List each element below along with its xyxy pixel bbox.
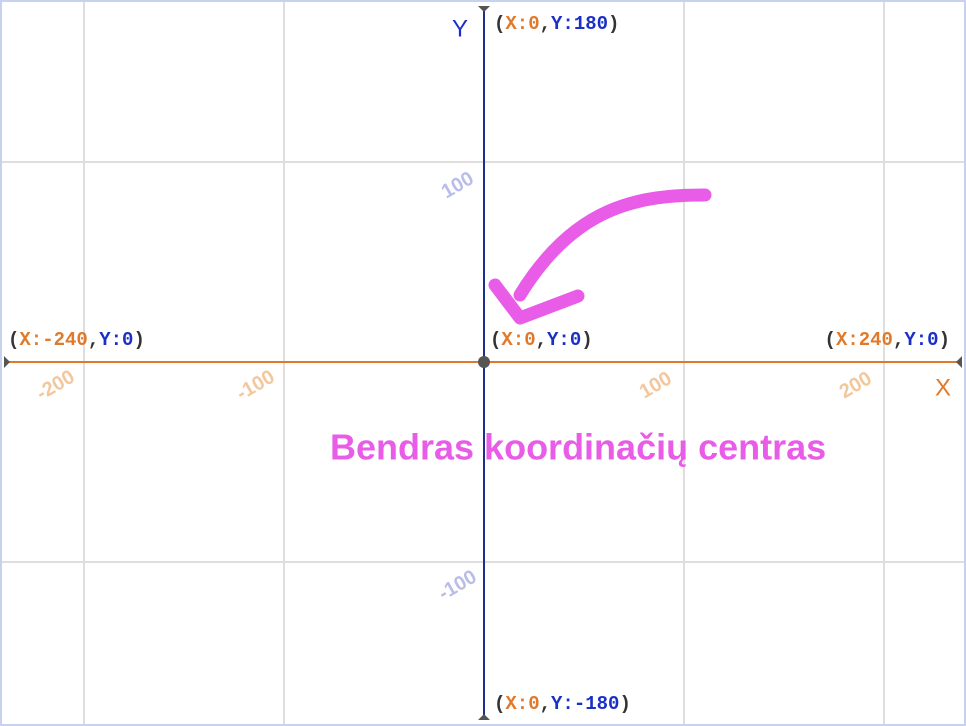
coordinate-part: ( bbox=[825, 329, 836, 351]
coordinate-part: , bbox=[540, 693, 551, 715]
coordinate-part: ( bbox=[494, 13, 505, 35]
coordinate-part: ( bbox=[490, 329, 501, 351]
coordinate-label: (X:0,Y:180) bbox=[494, 13, 619, 35]
coordinate-part: ) bbox=[619, 693, 630, 715]
coordinate-part: , bbox=[88, 329, 99, 351]
coordinate-part: , bbox=[540, 13, 551, 35]
coordinate-label: (X:240,Y:0) bbox=[825, 329, 950, 351]
y-axis-label: Y bbox=[452, 15, 468, 42]
coordinate-part: ) bbox=[581, 329, 592, 351]
annotation: Bendras koordinačių centras bbox=[330, 427, 826, 468]
coordinate-part: Y:0 bbox=[99, 329, 133, 351]
coordinate-part: ( bbox=[8, 329, 19, 351]
origin-dot bbox=[478, 356, 490, 368]
coordinate-part: Y:0 bbox=[904, 329, 938, 351]
coordinate-part: ( bbox=[494, 693, 505, 715]
coordinate-part: X:0 bbox=[501, 329, 535, 351]
coordinate-label: (X:0,Y:-180) bbox=[494, 693, 631, 715]
coordinate-part: ) bbox=[133, 329, 144, 351]
coordinate-part: Y:-180 bbox=[551, 693, 619, 715]
coordinate-label: (X:0,Y:0) bbox=[490, 329, 593, 351]
arrow-shaft bbox=[513, 188, 712, 302]
coordinate-part: Y:0 bbox=[547, 329, 581, 351]
x-axis-label: X bbox=[935, 374, 951, 401]
coordinate-part: Y:180 bbox=[551, 13, 608, 35]
coordinate-part: ) bbox=[939, 329, 950, 351]
coordinate-part: ) bbox=[608, 13, 619, 35]
coordinate-label: (X:-240,Y:0) bbox=[8, 329, 145, 351]
coordinate-part: , bbox=[536, 329, 547, 351]
coordinate-part: X:-240 bbox=[19, 329, 87, 351]
coordinate-part: X:240 bbox=[836, 329, 893, 351]
coordinate-part: X:0 bbox=[505, 693, 539, 715]
coordinate-part: X:0 bbox=[505, 13, 539, 35]
coordinate-part: , bbox=[893, 329, 904, 351]
arrow-head bbox=[488, 278, 585, 325]
